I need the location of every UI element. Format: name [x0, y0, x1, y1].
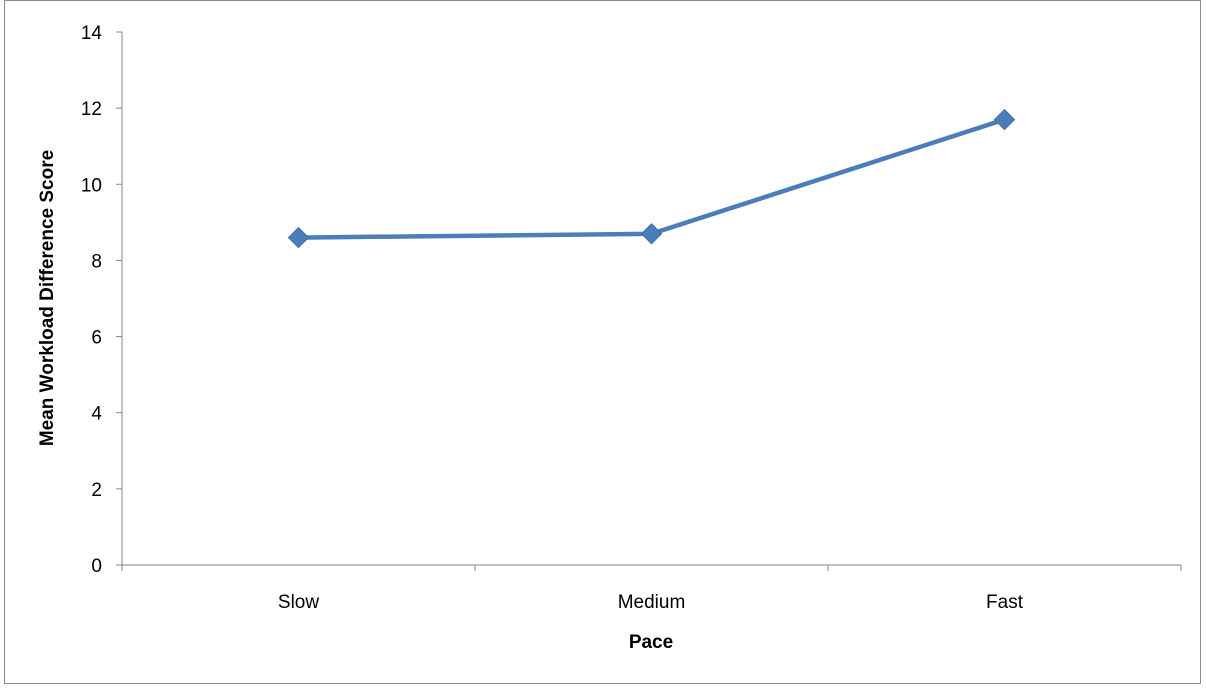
x-axis: Slow Medium Fast [121, 564, 1182, 613]
y-tick-label: 12 [81, 99, 102, 120]
y-tick-label: 10 [81, 175, 102, 196]
x-tick-label: Slow [278, 592, 319, 613]
data-point-marker [640, 223, 663, 245]
x-tick-label: Fast [986, 592, 1024, 613]
data-point-marker [287, 226, 310, 249]
y-tick-label: 14 [81, 23, 103, 44]
y-tick-label: 8 [91, 251, 102, 272]
x-tick-label: Medium [618, 592, 686, 613]
data-point-marker [993, 108, 1016, 131]
y-tick-label: 6 [91, 328, 102, 349]
y-tick-label: 0 [91, 556, 102, 577]
y-tick-label: 4 [91, 404, 102, 425]
series-line [296, 117, 1007, 240]
y-axis: 0 2 4 6 8 10 12 14 [81, 23, 123, 577]
series-layer [287, 108, 1016, 249]
y-axis-title: Mean Workload Difference Score [37, 150, 58, 446]
x-axis-title: Pace [629, 632, 673, 653]
y-tick-label: 2 [91, 480, 102, 501]
